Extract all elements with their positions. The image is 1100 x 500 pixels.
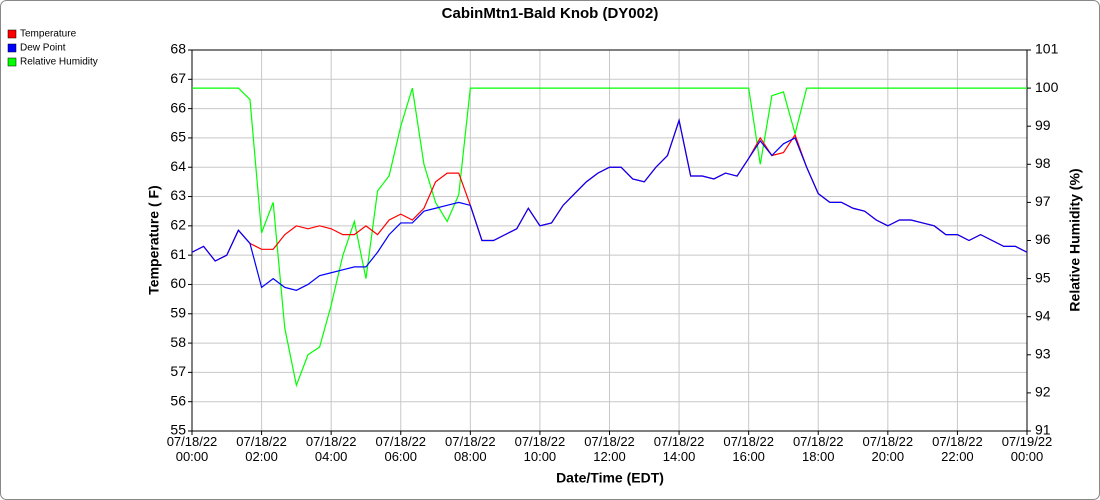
y-tick-label: 68 [170, 41, 186, 57]
x-tick-label: 07/18/22 14:00 [653, 434, 705, 464]
y-tick-label: 62 [170, 217, 186, 233]
series-line [192, 87, 1027, 388]
x-tick-label: 07/18/22 12:00 [584, 434, 635, 464]
y-tick-label: 59 [170, 304, 186, 320]
y2-tick-label: 94 [1035, 307, 1051, 323]
y-tick-label: 56 [170, 392, 186, 408]
y2-tick-label: 92 [1035, 384, 1051, 400]
y2-tick-label: 100 [1035, 79, 1059, 95]
plot-border [191, 49, 1028, 432]
chart-title: CabinMtn1-Bald Knob (DY002) [442, 5, 659, 22]
x-tick-label: 07/18/22 02:00 [236, 434, 287, 464]
y2-tick-label: 93 [1035, 346, 1051, 362]
y-tick-label: 67 [170, 70, 186, 86]
x-tick-label: 07/18/22 18:00 [792, 434, 844, 464]
y2-tick-label: 98 [1035, 155, 1051, 171]
y2-tick-label: 99 [1035, 117, 1051, 133]
y2-tick-label: 101 [1035, 41, 1059, 57]
legend-swatch [7, 57, 17, 67]
y-tick-label: 60 [170, 275, 186, 291]
series-line [191, 118, 1028, 291]
legend-swatch [7, 43, 17, 53]
legend-label: Temperature [20, 29, 77, 40]
x-tick-label: 07/18/22 08:00 [445, 434, 496, 464]
y2-tick-label: 95 [1035, 269, 1051, 285]
x-tick-label: 07/18/22 10:00 [514, 434, 566, 464]
y2-axis-label: Relative Humidity (%) [1067, 168, 1083, 311]
y-tick-label: 66 [170, 99, 186, 115]
x-tick-label: 07/18/22 06:00 [375, 434, 427, 464]
y-tick-label: 58 [170, 334, 186, 350]
x-tick-label: 07/18/22 22:00 [932, 434, 983, 464]
x-axis-label: Date/Time (EDT) [556, 470, 664, 486]
y-tick-label: 65 [170, 129, 186, 145]
x-tick-label: 07/18/22 16:00 [723, 434, 774, 464]
x-tick-label: 07/18/22 04:00 [305, 434, 357, 464]
y-axis-label: Temperature ( F) [146, 185, 162, 294]
y-tick-label: 57 [170, 363, 186, 379]
legend-swatch [7, 29, 17, 39]
y-tick-label: 63 [170, 187, 186, 203]
x-tick-label: 07/18/22 20:00 [862, 434, 914, 464]
y2-tick-label: 96 [1035, 231, 1051, 247]
y-tick-label: 55 [170, 422, 186, 438]
y2-tick-label: 97 [1035, 193, 1051, 209]
y-tick-label: 64 [170, 158, 186, 174]
x-tick-label: 07/18/22 00:00 [166, 434, 218, 464]
legend-label: Dew Point [20, 43, 66, 54]
x-tick-label: 07/19/22 00:00 [1001, 434, 1053, 464]
legend-label: Relative Humidity [20, 57, 98, 68]
y-tick-label: 61 [170, 246, 186, 262]
y2-tick-label: 91 [1035, 422, 1051, 438]
